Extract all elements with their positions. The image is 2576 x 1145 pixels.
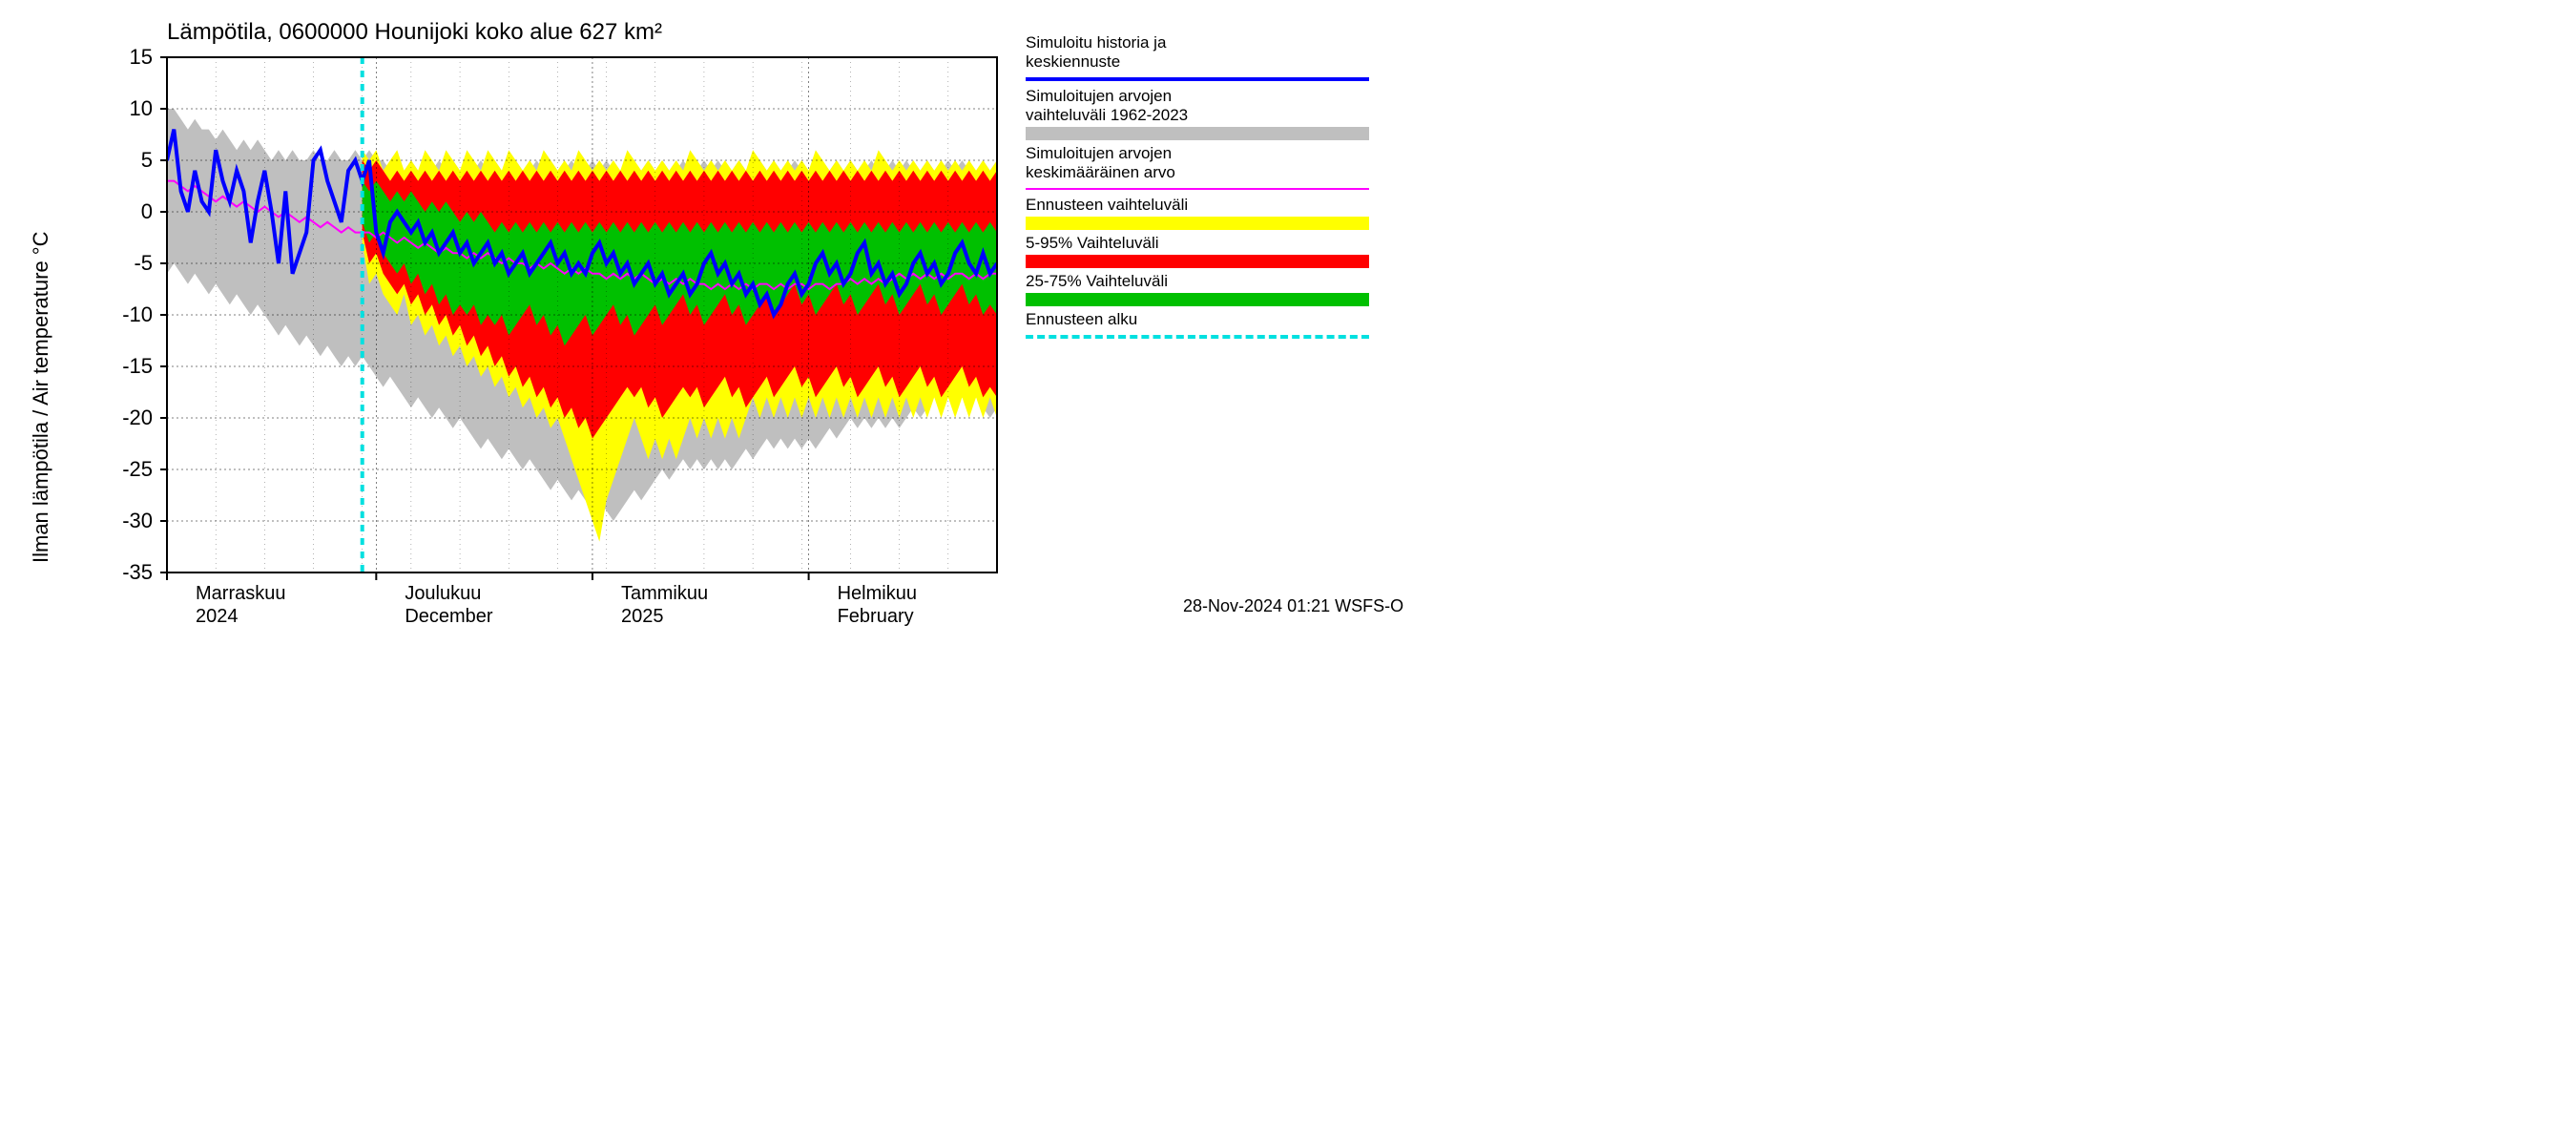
ytick-label: -35 [105,560,153,585]
legend-label: Simuloitujen arvojen [1026,144,1398,163]
ytick-label: 10 [105,96,153,121]
legend-item: Ennusteen alku [1026,310,1398,339]
legend-label: Simuloitujen arvojen [1026,87,1398,106]
legend-item: 5-95% Vaihteluväli [1026,234,1398,268]
ytick-label: 15 [105,45,153,70]
legend-label: Ennusteen alku [1026,310,1398,329]
xtick-label: Marraskuu2024 [196,582,285,628]
ytick-label: -25 [105,457,153,482]
xtick-label-bot: December [405,605,492,628]
xtick-label-bot: February [838,605,917,628]
legend-label: keskiennuste [1026,52,1398,72]
ytick-label: 0 [105,199,153,224]
y-axis-label: Ilman lämpötila / Air temperature °C [29,232,53,564]
legend-swatch [1026,293,1369,306]
xtick-label-top: Tammikuu [621,582,708,605]
legend-label: 25-75% Vaihteluväli [1026,272,1398,291]
legend-swatch [1026,217,1369,230]
legend-label: Ennusteen vaihteluväli [1026,196,1398,215]
ytick-label: -5 [105,251,153,276]
legend: Simuloitu historia jakeskiennusteSimuloi… [1026,33,1398,344]
ytick-label: 5 [105,148,153,173]
legend-swatch [1026,188,1369,190]
legend-item: Simuloitu historia jakeskiennuste [1026,33,1398,81]
legend-item: Ennusteen vaihteluväli [1026,196,1398,230]
legend-item: Simuloitujen arvojenkeskimääräinen arvo [1026,144,1398,190]
legend-label: 5-95% Vaihteluväli [1026,234,1398,253]
legend-label: Simuloitu historia ja [1026,33,1398,52]
xtick-label-bot: 2025 [621,605,708,628]
legend-swatch [1026,335,1369,339]
legend-swatch [1026,77,1369,81]
ytick-label: -30 [105,509,153,533]
legend-item: Simuloitujen arvojenvaihteluväli 1962-20… [1026,87,1398,140]
xtick-label-bot: 2024 [196,605,285,628]
xtick-label-top: Joulukuu [405,582,492,605]
chart-title: Lämpötila, 0600000 Hounijoki koko alue 6… [167,19,662,46]
chart-footer: 28-Nov-2024 01:21 WSFS-O [1183,596,1403,616]
ytick-label: -15 [105,354,153,379]
xtick-label: JoulukuuDecember [405,582,492,628]
legend-swatch [1026,255,1369,268]
legend-label: vaihteluväli 1962-2023 [1026,106,1398,125]
xtick-label-top: Helmikuu [838,582,917,605]
ytick-label: -10 [105,302,153,327]
ytick-label: -20 [105,406,153,430]
xtick-label: HelmikuuFebruary [838,582,917,628]
legend-label: keskimääräinen arvo [1026,163,1398,182]
xtick-label: Tammikuu2025 [621,582,708,628]
legend-item: 25-75% Vaihteluväli [1026,272,1398,306]
chart-root: Lämpötila, 0600000 Hounijoki koko alue 6… [0,0,1431,636]
xtick-label-top: Marraskuu [196,582,285,605]
legend-swatch [1026,127,1369,140]
